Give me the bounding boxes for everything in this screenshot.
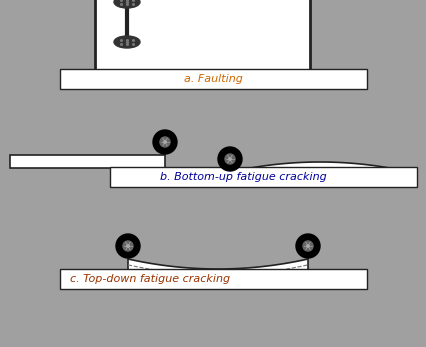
Bar bbox=[95, 0, 309, 77]
Polygon shape bbox=[128, 259, 307, 282]
Polygon shape bbox=[230, 162, 409, 185]
Bar bbox=[110, 167, 416, 187]
Circle shape bbox=[225, 154, 234, 164]
Circle shape bbox=[306, 245, 308, 247]
Circle shape bbox=[153, 130, 177, 154]
Circle shape bbox=[116, 234, 140, 258]
Text: c. Top-down fatigue cracking: c. Top-down fatigue cracking bbox=[70, 274, 230, 284]
Circle shape bbox=[218, 147, 242, 171]
Bar bbox=[60, 69, 366, 89]
Bar bbox=[10, 155, 164, 168]
Circle shape bbox=[164, 141, 166, 143]
Circle shape bbox=[228, 158, 230, 160]
Bar bbox=[60, 269, 366, 289]
Circle shape bbox=[127, 245, 129, 247]
Text: b. Bottom-up fatigue cracking: b. Bottom-up fatigue cracking bbox=[160, 172, 326, 182]
Text: a. Faulting: a. Faulting bbox=[184, 74, 242, 84]
Circle shape bbox=[123, 241, 133, 251]
Circle shape bbox=[302, 241, 312, 251]
Circle shape bbox=[295, 234, 319, 258]
Ellipse shape bbox=[114, 36, 140, 48]
Circle shape bbox=[160, 137, 170, 147]
Ellipse shape bbox=[114, 0, 140, 8]
